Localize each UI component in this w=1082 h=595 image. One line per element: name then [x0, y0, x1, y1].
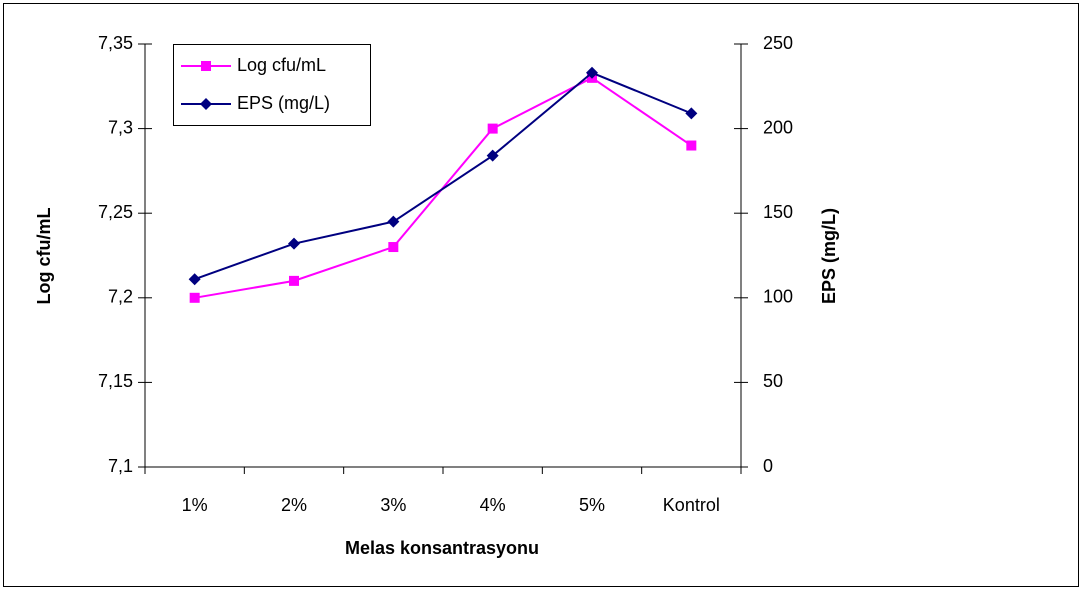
- data-point: [288, 237, 300, 250]
- legend-marker: [200, 98, 212, 110]
- y-axis-title: Log cfu/mL: [34, 208, 54, 305]
- data-point: [586, 66, 598, 79]
- data-point: [487, 123, 498, 134]
- data-point: [685, 107, 698, 120]
- x-axis-title: Melas konsantrasyonu: [345, 538, 539, 558]
- x-tick-label: 1%: [182, 495, 208, 515]
- y-tick-label: 7,35: [98, 33, 133, 53]
- y2-tick-label: 200: [763, 117, 793, 137]
- chart-frame: [3, 3, 1079, 587]
- legend-label: EPS (mg/L): [237, 93, 330, 113]
- legend-box: [173, 44, 371, 126]
- data-point: [189, 292, 200, 303]
- x-tick-label: 3%: [380, 495, 406, 515]
- y-tick-label: 7,2: [108, 287, 133, 307]
- legend-marker: [201, 61, 211, 71]
- x-tick-label: Kontrol: [663, 495, 720, 515]
- x-tick-label: 4%: [480, 495, 506, 515]
- legend-label: Log cfu/mL: [237, 55, 326, 75]
- data-point: [388, 242, 399, 253]
- x-tick-label: 2%: [281, 495, 307, 515]
- data-point: [188, 273, 201, 286]
- y2-axis-title: EPS (mg/L): [819, 208, 839, 304]
- y-tick-label: 7,1: [108, 456, 133, 476]
- y-tick-label: 7,3: [108, 117, 133, 137]
- y2-tick-label: 100: [763, 287, 793, 307]
- data-point: [387, 215, 400, 228]
- data-point: [486, 149, 499, 162]
- series-line: [194, 71, 692, 281]
- x-tick-label: 5%: [579, 495, 605, 515]
- y2-tick-label: 250: [763, 33, 793, 53]
- data-point: [686, 140, 697, 151]
- y-tick-label: 7,25: [98, 202, 133, 222]
- y2-tick-label: 150: [763, 202, 793, 222]
- y2-tick-label: 0: [763, 456, 773, 476]
- data-point: [289, 275, 299, 286]
- y2-tick-label: 50: [763, 371, 783, 391]
- y-tick-label: 7,15: [98, 371, 133, 391]
